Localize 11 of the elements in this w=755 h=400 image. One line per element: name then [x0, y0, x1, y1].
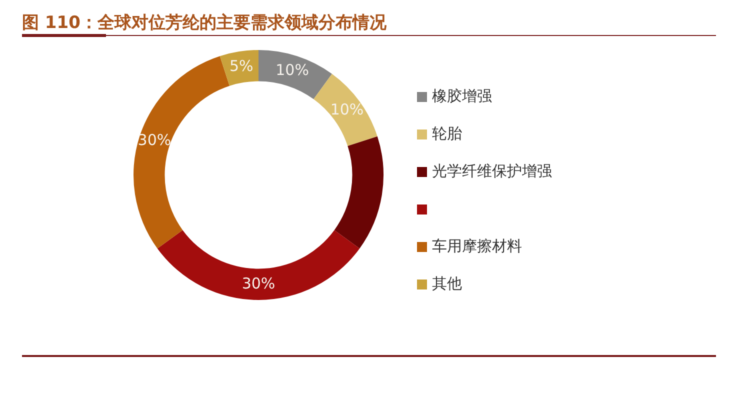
legend-label: 其他	[432, 274, 462, 292]
data-label: 10%	[276, 60, 309, 79]
legend-label: 车用摩擦材料	[432, 236, 522, 255]
chart-title: 图 110：全球对位芳纶的主要需求领域分布情况	[22, 13, 388, 33]
legend-label: 光学纤维保护增强	[432, 162, 552, 180]
data-label: 30%	[242, 274, 276, 292]
data-label: 10%	[330, 100, 364, 119]
legend-label: 轮胎	[432, 124, 462, 142]
legend-label: 橡胶增强	[432, 86, 492, 105]
data-label: 30%	[138, 131, 172, 150]
data-label: 5%	[229, 56, 254, 75]
